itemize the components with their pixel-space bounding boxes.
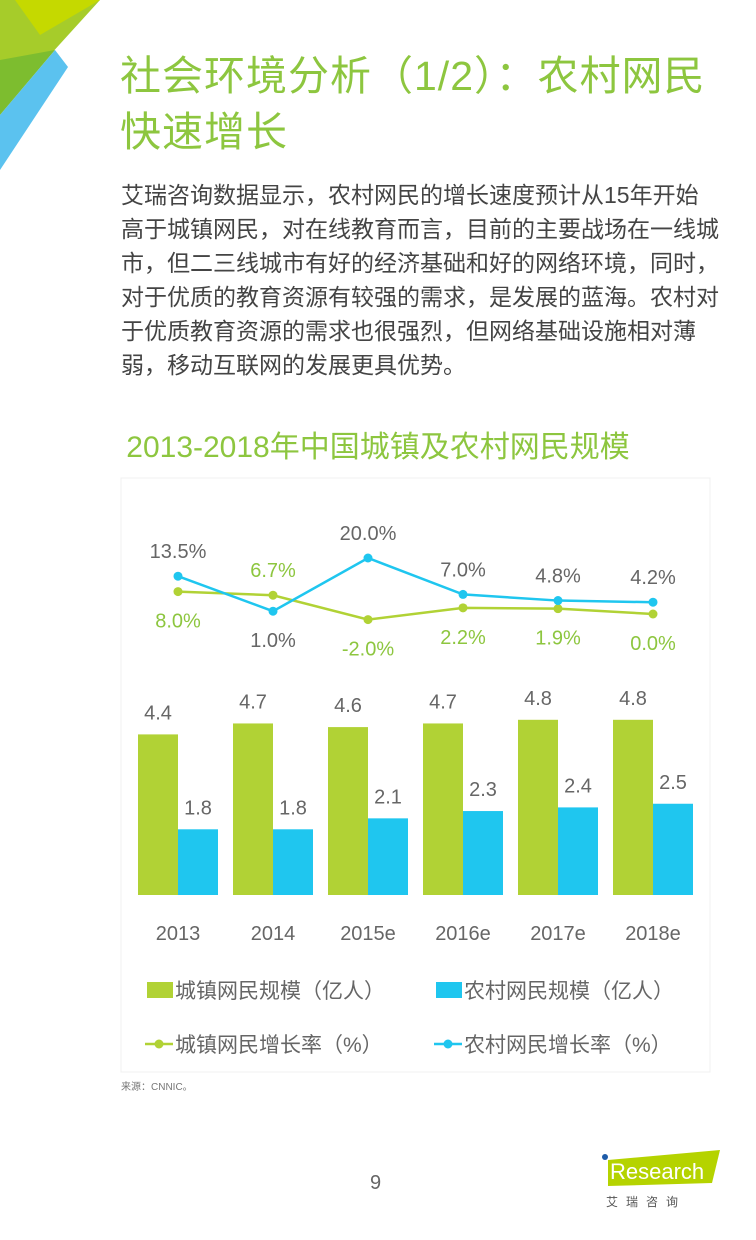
rural-growth-point-2017e [553,596,563,606]
bar-urban-2017e [518,719,558,895]
rural-growth-point-2018e [648,597,658,607]
legend-swatch-rural-size [436,982,462,998]
rural-growth-point-2014 [268,606,278,616]
legend-label-rural-size: 农村网民规模（亿人） [464,980,674,1003]
rural-growth-label-2014: 1.0% [250,630,296,652]
page-number: 9 [370,1172,382,1194]
label-urban-2013: 4.4 [144,702,172,724]
bar-rural-2016e [463,811,503,895]
legend-marker-rural-growth [443,1039,453,1049]
rural-growth-label-2013: 13.5% [150,541,207,563]
rural-growth-point-2013 [173,571,183,581]
urban-growth-label-2017e: 1.9% [535,628,581,650]
legend-swatch-urban-size [147,982,173,998]
page-title: 社会环境分析（1/2）：农村网民快速增长 [120,53,706,155]
rural-growth-label-2017e: 4.8% [535,566,581,588]
source-note: 来源：CNNIC。 [121,1082,193,1093]
urban-growth-point-2015e [363,615,373,625]
label-rural-2015e: 2.1 [374,786,402,808]
x-tick-2018e: 2018e [625,923,681,945]
combo-chart: 4.4 1.8 2013 4.7 1.8 2014 4.6 2.1 2015e 4.7 2.3 201… [120,477,711,1073]
iresearch-logo: Research 艾瑞咨询 [602,1150,720,1209]
label-rural-2016e: 2.3 [469,779,497,801]
rural-growth-point-2016e [458,589,468,599]
label-rural-2014: 1.8 [279,797,307,819]
corner-decoration [0,0,100,170]
label-urban-2016e: 4.7 [429,691,457,713]
urban-growth-point-2017e [553,604,563,614]
bar-rural-2018e [653,803,693,895]
label-urban-2014: 4.7 [239,691,267,713]
bar-urban-2015e [328,727,368,895]
chart-title: 2013-2018年中国城镇及农村网民规模 [126,431,630,464]
legend-label-rural-growth: 农村网民增长率（%） [464,1034,672,1057]
label-rural-2018e: 2.5 [659,772,687,794]
svg-text:Research: Research [610,1159,704,1184]
urban-growth-label-2014: 6.7% [250,560,296,582]
x-tick-2013: 2013 [156,923,201,945]
urban-growth-point-2013 [173,587,183,597]
bar-rural-2017e [558,807,598,895]
urban-growth-label-2013: 8.0% [155,611,201,633]
x-tick-2015e: 2015e [340,923,396,945]
urban-growth-label-2018e: 0.0% [630,633,676,655]
bar-rural-2015e [368,818,408,895]
legend-label-urban-growth: 城镇网民增长率（%） [175,1034,383,1057]
bar-urban-2016e [423,723,463,895]
label-rural-2017e: 2.4 [564,775,592,797]
x-tick-2014: 2014 [251,923,296,945]
x-tick-2017e: 2017e [530,923,586,945]
rural-growth-line [177,556,654,613]
urban-growth-point-2018e [648,609,658,619]
legend-marker-urban-growth [154,1039,164,1049]
urban-growth-label-2015e: -2.0% [342,639,394,661]
intro-paragraph: 艾瑞咨询数据显示，农村网民的增长速度预计从15年开始高于城镇网民，对在线教育而言… [121,182,719,378]
urban-growth-line [177,590,654,621]
label-urban-2015e: 4.6 [334,695,362,717]
urban-growth-point-2016e [458,603,468,613]
bar-urban-2018e [613,719,653,895]
bar-rural-2013 [178,829,218,895]
label-rural-2013: 1.8 [184,797,212,819]
rural-growth-label-2018e: 4.2% [630,567,676,589]
bar-urban-2014 [233,723,273,895]
rural-growth-label-2016e: 7.0% [440,559,486,581]
svg-text:艾瑞咨询: 艾瑞咨询 [606,1194,686,1209]
urban-growth-point-2014 [268,590,278,600]
label-urban-2017e: 4.8 [524,688,552,710]
chart-frame [120,477,711,1073]
bar-urban-2013 [138,734,178,895]
urban-growth-label-2016e: 2.2% [440,627,486,649]
bar-rural-2014 [273,829,313,895]
x-tick-2016e: 2016e [435,923,491,945]
rural-growth-label-2015e: 20.0% [340,523,397,545]
legend-label-urban-size: 城镇网民规模（亿人） [175,980,385,1003]
rural-growth-point-2015e [363,553,373,563]
label-urban-2018e: 4.8 [619,688,647,710]
